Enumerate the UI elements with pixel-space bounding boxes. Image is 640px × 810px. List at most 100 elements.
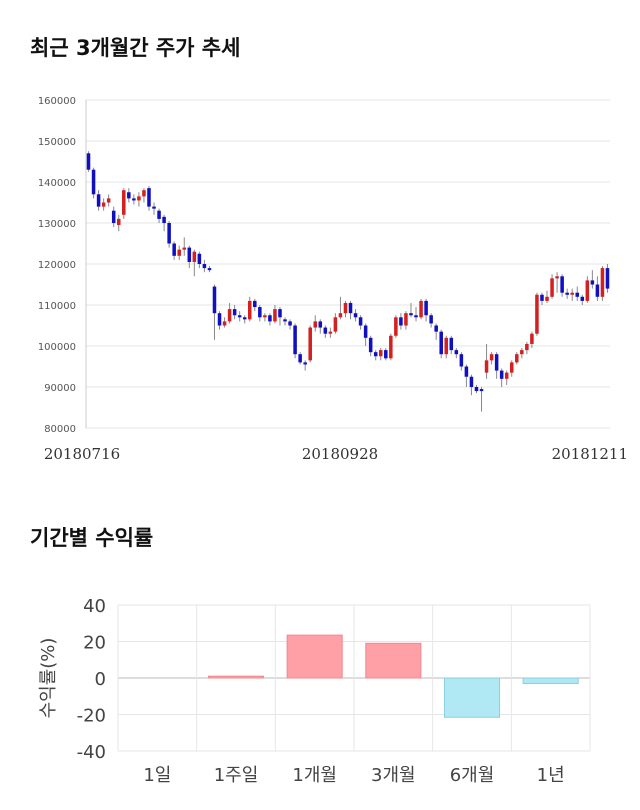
candle-body bbox=[484, 360, 489, 373]
candle-body bbox=[106, 198, 111, 203]
y-tick-label: 40 bbox=[83, 596, 106, 617]
candle-body bbox=[373, 352, 378, 357]
candle-body bbox=[212, 286, 217, 314]
candle-body bbox=[363, 325, 368, 338]
candle-body bbox=[323, 327, 328, 334]
candle-body bbox=[348, 302, 353, 314]
candle-body bbox=[479, 389, 484, 392]
candle-body bbox=[217, 313, 222, 326]
period-returns-title: 기간별 수익률 bbox=[30, 526, 154, 550]
candle-body bbox=[237, 315, 242, 318]
x-category-label: 3개월 bbox=[371, 765, 416, 786]
candle-body bbox=[570, 292, 574, 295]
candle-body bbox=[222, 321, 227, 326]
candle-body bbox=[449, 337, 454, 351]
candle-body bbox=[96, 194, 101, 207]
x-category-label: 1일 bbox=[143, 765, 171, 786]
candle-body bbox=[167, 223, 171, 244]
return-bar bbox=[443, 677, 501, 718]
candle-body bbox=[535, 294, 539, 334]
candle-body bbox=[268, 315, 272, 322]
candle-body bbox=[137, 196, 141, 201]
x-category-label: 1주일 bbox=[214, 765, 259, 786]
x-category-label: 6개월 bbox=[450, 765, 495, 786]
candle-body bbox=[333, 317, 338, 332]
y-tick-label: 110000 bbox=[38, 301, 76, 312]
y-tick-label: 0 bbox=[95, 669, 106, 690]
candle-body bbox=[273, 309, 277, 322]
x-category-label: 1개월 bbox=[292, 765, 337, 786]
candle-body bbox=[192, 251, 197, 262]
candle-body bbox=[353, 313, 358, 318]
candle-body bbox=[187, 247, 192, 262]
candle-body bbox=[172, 243, 176, 256]
candle-body bbox=[489, 354, 494, 361]
candle-body bbox=[540, 294, 544, 301]
y-tick-label: 80000 bbox=[44, 424, 76, 435]
candle-body bbox=[494, 354, 499, 371]
candle-body bbox=[278, 309, 282, 318]
candle-body bbox=[454, 350, 459, 355]
candle-body bbox=[424, 300, 428, 316]
y-tick-label: 150000 bbox=[38, 137, 76, 148]
candle-body bbox=[565, 292, 569, 295]
candle-body bbox=[318, 321, 323, 328]
candle-body bbox=[258, 307, 262, 318]
y-axis-title: 수익률(%) bbox=[38, 638, 59, 719]
price-trend-chart: 80000 90000 100000 110000 120000 130000 140000… bbox=[38, 96, 628, 463]
y-tick-label: 160000 bbox=[38, 96, 76, 107]
candle-body bbox=[414, 315, 418, 318]
candle-body bbox=[152, 206, 156, 209]
candle-body bbox=[394, 317, 398, 336]
candle-body bbox=[197, 253, 202, 264]
return-bar bbox=[522, 677, 579, 684]
candle-body bbox=[202, 264, 207, 269]
candle-body bbox=[525, 343, 529, 351]
candle-body bbox=[545, 296, 549, 301]
candle-body bbox=[293, 325, 297, 355]
candle-body bbox=[338, 313, 343, 318]
candle-body bbox=[499, 370, 504, 379]
candle-body bbox=[101, 202, 106, 207]
candle-body bbox=[298, 354, 302, 363]
y-tick-label: -20 bbox=[77, 706, 106, 727]
candle-body bbox=[575, 292, 580, 297]
candle-body bbox=[580, 296, 585, 301]
candle-body bbox=[162, 216, 166, 223]
candle-body bbox=[343, 302, 348, 314]
candle-body bbox=[283, 319, 287, 322]
return-bar bbox=[286, 634, 343, 679]
candle-body bbox=[308, 327, 312, 361]
candle-body bbox=[378, 350, 383, 357]
y-tick-label: 90000 bbox=[44, 383, 76, 394]
candle-body bbox=[399, 317, 403, 326]
candle-body bbox=[404, 313, 408, 326]
y-tick-label: 120000 bbox=[38, 260, 76, 271]
candle-body bbox=[515, 354, 519, 363]
candle-body bbox=[585, 280, 590, 301]
candle-body bbox=[142, 190, 146, 197]
candle-body bbox=[116, 218, 121, 226]
candle-body bbox=[530, 333, 534, 344]
candle-body bbox=[242, 317, 247, 320]
candle-body bbox=[384, 350, 388, 359]
candle-body bbox=[91, 169, 96, 195]
candle-body bbox=[434, 325, 438, 332]
candle-body bbox=[504, 372, 509, 379]
candle-body bbox=[605, 268, 610, 289]
x-date-label: 20180716 bbox=[44, 445, 120, 463]
candle-body bbox=[207, 268, 212, 271]
return-bar bbox=[207, 675, 265, 679]
candle-body bbox=[474, 387, 479, 392]
candle-body bbox=[177, 249, 181, 256]
candle-body bbox=[122, 190, 126, 215]
candle-body bbox=[147, 188, 151, 207]
price-trend-title: 최근 3개월간 주가 추세 bbox=[30, 36, 241, 60]
candle-body bbox=[469, 376, 474, 387]
candle-body bbox=[358, 317, 363, 326]
y-tick-label: 20 bbox=[83, 633, 106, 654]
x-date-label: 20181211 bbox=[552, 445, 628, 463]
candle-body bbox=[313, 321, 318, 328]
y-tick-label: 100000 bbox=[38, 342, 76, 353]
